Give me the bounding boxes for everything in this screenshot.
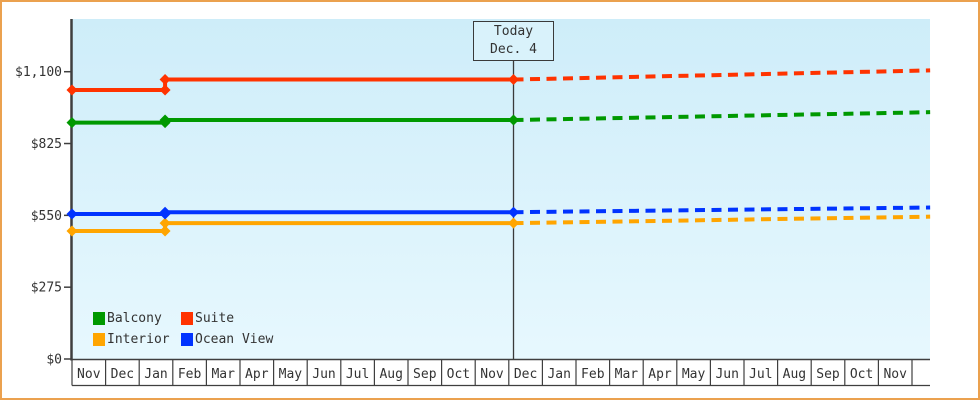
balcony-swatch-icon: [93, 311, 105, 325]
x-axis-month-label: Mar: [211, 367, 235, 382]
series-marker-balcony: [159, 114, 171, 126]
series-line-ocean-view: [72, 210, 514, 217]
x-axis-month-label: Jun: [715, 367, 738, 382]
series-marker-suite: [159, 74, 171, 86]
series-marker-ocean-view: [66, 208, 78, 220]
legend-item-interior: Interior: [93, 329, 181, 349]
x-axis-month-label: Sep: [413, 367, 437, 382]
legend-label-suite: Suite: [195, 310, 235, 326]
x-axis-month-label: May: [279, 367, 303, 382]
x-axis-month-label: Dec: [514, 367, 537, 382]
chart-legend: Balcony Suite Interior Ocean View: [93, 308, 273, 349]
series-marker-ocean-view: [508, 206, 520, 218]
x-axis-month-label: Jun: [312, 367, 335, 382]
today-date: Dec. 4: [490, 42, 537, 57]
x-axis-month-label: Aug: [783, 367, 806, 382]
x-axis-month-label: Nov: [480, 367, 504, 382]
x-axis-month-label: Jul: [346, 367, 369, 382]
x-axis-month-label: Mar: [615, 367, 639, 382]
today-label: Today: [493, 24, 534, 39]
x-axis-month-label: Nov: [883, 367, 907, 382]
legend-label-ocean-view: Ocean View: [195, 331, 274, 347]
legend-label-interior: Interior: [107, 331, 170, 347]
series-forecast-line-balcony: [513, 110, 931, 123]
suite-swatch-icon: [181, 311, 193, 325]
y-axis-tick-label: $275: [31, 281, 62, 296]
series-forecast-line-ocean-view: [513, 205, 931, 215]
y-axis-tick-label: $550: [31, 209, 62, 224]
y-axis-tick-label: $1,100: [15, 65, 62, 80]
x-axis-month-label: Feb: [581, 367, 605, 382]
series-marker-ocean-view: [159, 206, 171, 218]
legend-label-balcony: Balcony: [107, 310, 162, 326]
x-axis-month-label: Jan: [547, 367, 570, 382]
series-marker-suite: [66, 84, 78, 96]
series-marker-balcony: [508, 114, 520, 126]
series-forecast-line-interior: [513, 214, 931, 226]
series-marker-interior: [159, 217, 171, 229]
x-axis-month-label: Apr: [648, 367, 672, 382]
x-axis-month-label: Feb: [178, 367, 202, 382]
y-axis-tick-label: $0: [46, 353, 62, 368]
series-forecast-line-suite: [513, 68, 931, 82]
plot-area: [72, 19, 930, 359]
x-axis-month-label: Apr: [245, 367, 269, 382]
x-axis-month-label: Oct: [850, 367, 873, 382]
x-axis-month-label: Dec: [111, 367, 134, 382]
interior-swatch-icon: [93, 332, 105, 346]
x-axis-month-label: Oct: [447, 367, 470, 382]
today-annotation-box: Today Dec. 4: [473, 21, 554, 61]
legend-item-ocean-view: Ocean View: [181, 329, 273, 349]
ocean-view-swatch-icon: [181, 332, 193, 346]
series-marker-balcony: [66, 117, 78, 129]
x-axis-month-label: Jul: [749, 367, 772, 382]
series-marker-interior: [159, 225, 171, 237]
x-axis-month-label: Nov: [77, 367, 101, 382]
series-marker-suite: [159, 84, 171, 96]
x-axis-month-label: Aug: [379, 367, 402, 382]
legend-item-suite: Suite: [181, 308, 273, 328]
series-marker-interior: [508, 217, 520, 229]
series-marker-suite: [508, 74, 520, 86]
x-axis-month-label: May: [682, 367, 706, 382]
x-axis-month-label: Jan: [144, 367, 167, 382]
legend-item-balcony: Balcony: [93, 308, 181, 328]
series-marker-interior: [66, 225, 78, 237]
y-axis-tick-label: $825: [31, 137, 62, 152]
x-axis-month-label: Sep: [816, 367, 840, 382]
